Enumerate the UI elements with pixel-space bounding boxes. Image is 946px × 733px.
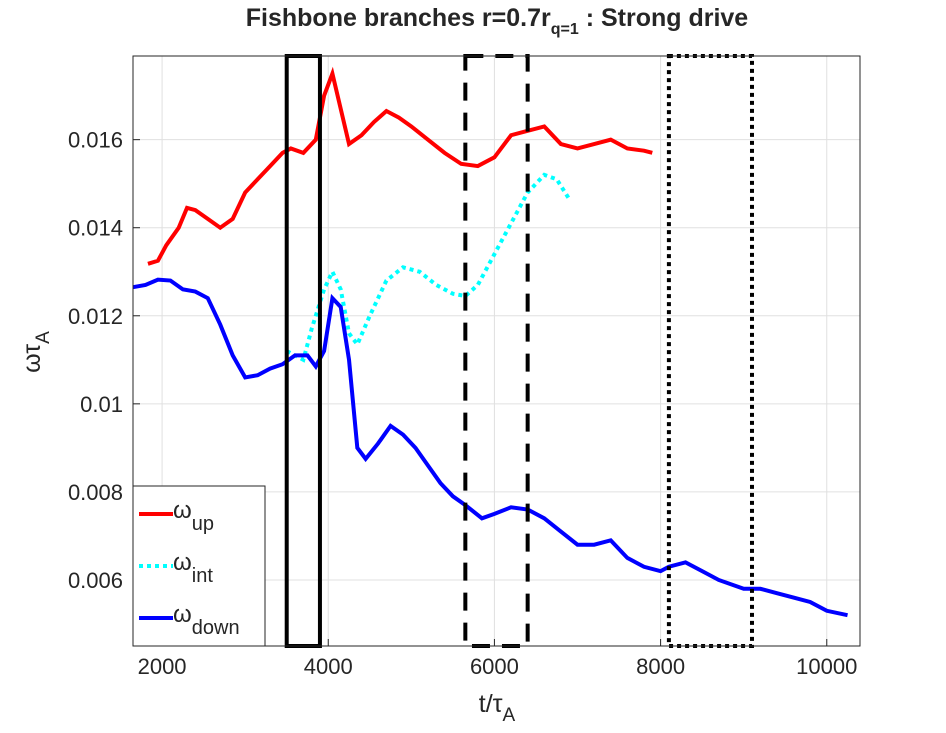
highlight-box bbox=[463, 54, 530, 648]
legend-name: ω bbox=[173, 549, 192, 576]
data-line bbox=[132, 277, 848, 618]
x-tick-label: 2000 bbox=[138, 654, 187, 679]
x-axis-label: t/τA bbox=[479, 690, 516, 726]
data-line bbox=[285, 172, 571, 363]
legend-label: ωdown bbox=[173, 601, 240, 639]
highlight-box bbox=[666, 54, 754, 648]
y-tick-label: 0.016 bbox=[68, 128, 123, 153]
x-tick-label: 10000 bbox=[796, 654, 857, 679]
data-line bbox=[147, 66, 653, 266]
y-label-subscript: A bbox=[33, 331, 54, 344]
legend-subscript: down bbox=[192, 617, 240, 639]
y-axis-label: ωτA bbox=[18, 331, 54, 373]
plot-frame bbox=[132, 55, 861, 647]
chart-title: Fishbone branches r=0.7rq=1 : Strong dri… bbox=[246, 4, 749, 38]
x-tick-label: 6000 bbox=[470, 654, 519, 679]
x-label-subscript: A bbox=[503, 705, 516, 726]
legend-name: ω bbox=[173, 601, 192, 628]
y-tick-label: 0.014 bbox=[68, 216, 123, 241]
title-main: Fishbone branches r=0.7r bbox=[246, 4, 551, 32]
legend-name: ω bbox=[173, 497, 192, 524]
y-tick-label: 0.012 bbox=[68, 304, 123, 329]
highlight-box bbox=[284, 54, 322, 648]
title-suffix: : Strong drive bbox=[579, 4, 749, 32]
y-label-main: ωτ bbox=[18, 344, 46, 373]
legend-subscript: up bbox=[192, 513, 214, 535]
legend-label: ωup bbox=[173, 497, 214, 535]
y-tick-label: 0.006 bbox=[68, 568, 123, 593]
legend-subscript: int bbox=[192, 565, 214, 587]
x-tick-label: 8000 bbox=[636, 654, 685, 679]
x-tick-label: 4000 bbox=[304, 654, 353, 679]
x-label-main: t/τ bbox=[479, 690, 503, 718]
y-tick-label: 0.01 bbox=[80, 392, 123, 417]
y-tick-label: 0.008 bbox=[68, 480, 123, 505]
legend-label: ωint bbox=[173, 549, 213, 587]
title-subscript: q=1 bbox=[551, 21, 579, 38]
